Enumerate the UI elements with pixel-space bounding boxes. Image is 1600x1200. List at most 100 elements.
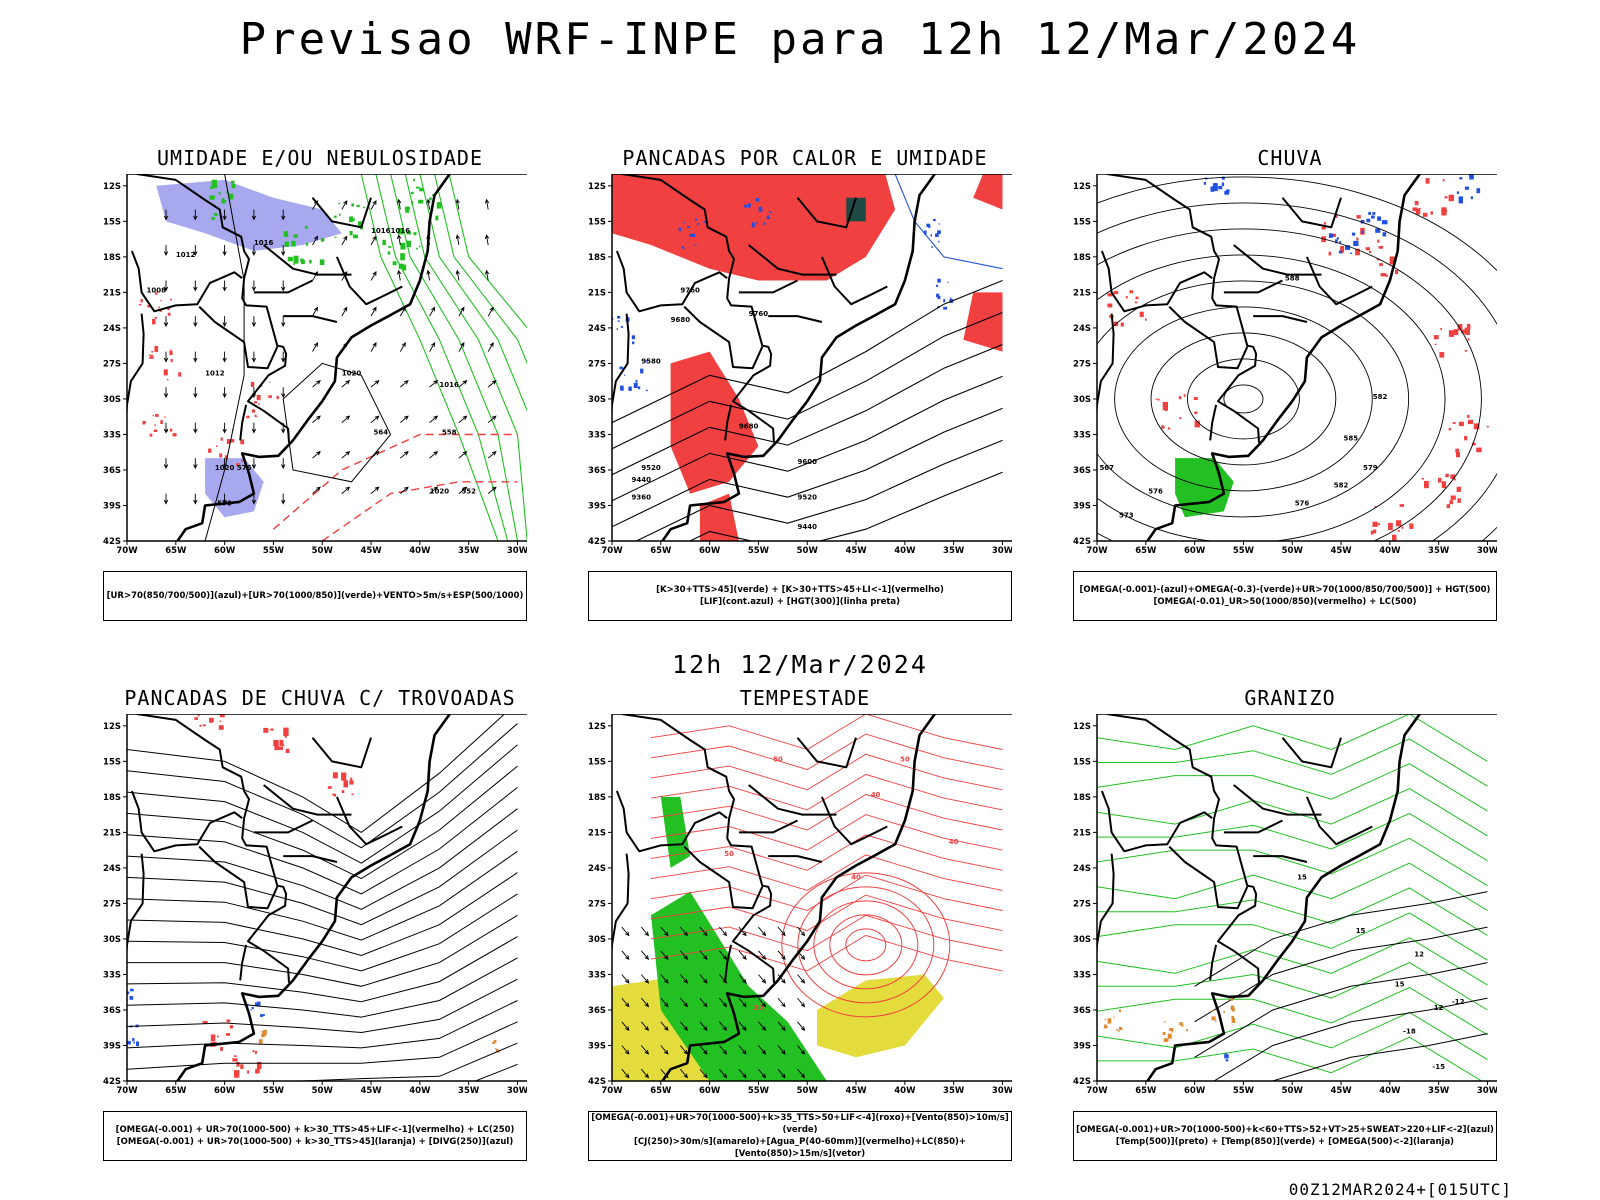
wind-vector <box>487 486 497 494</box>
lon-tick-label: 30W <box>992 546 1012 556</box>
lat-tick-label: 18S <box>1073 793 1091 803</box>
rain-blue-cell <box>1456 191 1459 194</box>
lat-tick-label: 15S <box>1073 757 1091 767</box>
precip-water-contour <box>650 814 1003 851</box>
lif-contour-cell <box>624 374 626 376</box>
wind-vector <box>370 235 377 246</box>
lif-contour-cell <box>681 246 685 249</box>
rain-red-cell <box>1162 401 1168 411</box>
lif-contour-cell <box>620 326 624 328</box>
storm-red-cell <box>284 735 287 738</box>
storm-red-cell <box>255 1068 260 1074</box>
omega-orange-cell <box>1231 1018 1236 1023</box>
contour-label: 15 <box>1356 927 1366 935</box>
main-title: Previsao WRF-INPE para 12h 12/Mar/2024 <box>239 14 1361 65</box>
storm-red-cell <box>209 717 214 723</box>
precip-water-contour <box>650 894 1003 932</box>
panel-tempestade: TEMPESTADE 50 40 50 40 50 40 30 12S 15S 18S 21S 24S… <box>580 686 1030 1166</box>
wind850-green-area <box>651 891 827 1081</box>
lat-tick-label: 12S <box>588 182 606 192</box>
wind-vector <box>281 209 286 221</box>
country-border <box>748 244 837 276</box>
rain-red-cell <box>1135 296 1139 300</box>
lon-tick-label: 35W <box>458 1086 480 1096</box>
rain-red-cell <box>1399 504 1405 507</box>
humidity-low-cell <box>405 206 410 213</box>
legend-line: [LIF](cont.azul) + [HGT(300)](linha pret… <box>699 597 901 607</box>
red-contour-cell <box>160 420 163 424</box>
lif-contour-cell <box>926 223 931 227</box>
lon-tick-label: 30W <box>1477 1086 1497 1096</box>
plot-frame <box>611 174 1012 542</box>
red-contour-cell <box>159 309 162 312</box>
lon-tick-label: 65W <box>165 1086 187 1096</box>
divergence-blue-cell <box>129 996 134 1000</box>
wind850-vector <box>777 1045 786 1055</box>
rain-red-cell <box>1194 411 1198 414</box>
rain-red-cell <box>1167 427 1171 430</box>
humidity-low-cell <box>338 202 341 205</box>
lat-tick-label: 24S <box>1073 324 1091 334</box>
streamline <box>127 914 518 987</box>
rain-red-cell <box>1425 178 1430 184</box>
wind850-vector <box>660 1045 669 1055</box>
rain-red-cell <box>1372 521 1378 527</box>
orange-cell <box>495 1048 497 1049</box>
red-contour-cell <box>149 433 153 437</box>
wind-vector <box>397 269 402 281</box>
humidity-low-cell <box>319 259 325 266</box>
lif-contour-cell <box>938 223 941 225</box>
wind-vector <box>163 316 169 328</box>
wind-vector <box>341 486 351 494</box>
lif-contour-cell <box>936 293 940 298</box>
country-border <box>1106 174 1260 443</box>
lat-tick-label: 24S <box>103 864 121 874</box>
legend-line: [OMEGA(-0.001) + UR>70(1000-500) + k>30_… <box>115 1125 515 1135</box>
wind-vector <box>341 415 351 423</box>
omega-orange-cell <box>1116 1029 1119 1031</box>
contour-label: 40 <box>871 791 881 799</box>
humidity-low-cell <box>388 246 392 248</box>
wind-vector <box>222 351 227 363</box>
precip-water-contour <box>650 753 1003 791</box>
rain-blue-cell <box>1470 196 1473 200</box>
lon-tick-label: 40W <box>409 546 431 556</box>
temp850-contour <box>1097 986 1488 1036</box>
country-border <box>1233 244 1322 276</box>
wind-vector <box>397 234 402 246</box>
lon-tick-label: 45W <box>1330 546 1352 556</box>
lon-tick-label: 45W <box>845 546 867 556</box>
hgt500-contour <box>1223 384 1264 414</box>
rain-red-cell <box>1139 311 1144 317</box>
omega-orange-cell <box>1113 1016 1115 1018</box>
wind-vector <box>163 245 169 257</box>
wind850-vector <box>797 926 806 937</box>
red-contour-cell <box>149 354 151 356</box>
precip-water-contour <box>650 733 1003 771</box>
country-border <box>612 853 630 960</box>
wind850-vector <box>640 926 650 937</box>
precip-water-contour <box>650 934 1003 972</box>
contour-label: 582 <box>1373 393 1388 401</box>
lat-tick-label: 15S <box>103 217 121 227</box>
lif-contour-cell <box>931 246 933 248</box>
humidity-low-cell <box>400 242 406 250</box>
country-border <box>738 819 798 834</box>
red-contour-cell <box>220 437 223 441</box>
humidity-low-contour <box>448 174 527 329</box>
humidity-low-cell <box>291 240 296 247</box>
lon-tick-label: 45W <box>845 1086 867 1096</box>
panel-chuva: CHUVA 582 585 579 576 573 588 567 582 576 12S 15S 1… <box>1065 146 1515 626</box>
lif-contour-cell <box>635 379 638 383</box>
wind850-vector <box>621 926 630 937</box>
hgt300-contour <box>612 343 1003 476</box>
lon-tick-label: 60W <box>1184 546 1206 556</box>
red-contour-cell <box>254 401 258 404</box>
storm-red-cell <box>343 780 348 788</box>
temp850-contour <box>1097 788 1488 837</box>
wind850-vector <box>719 926 728 937</box>
wind-vector <box>163 351 169 363</box>
wind-vector <box>222 422 227 434</box>
wind-vector <box>251 209 257 221</box>
